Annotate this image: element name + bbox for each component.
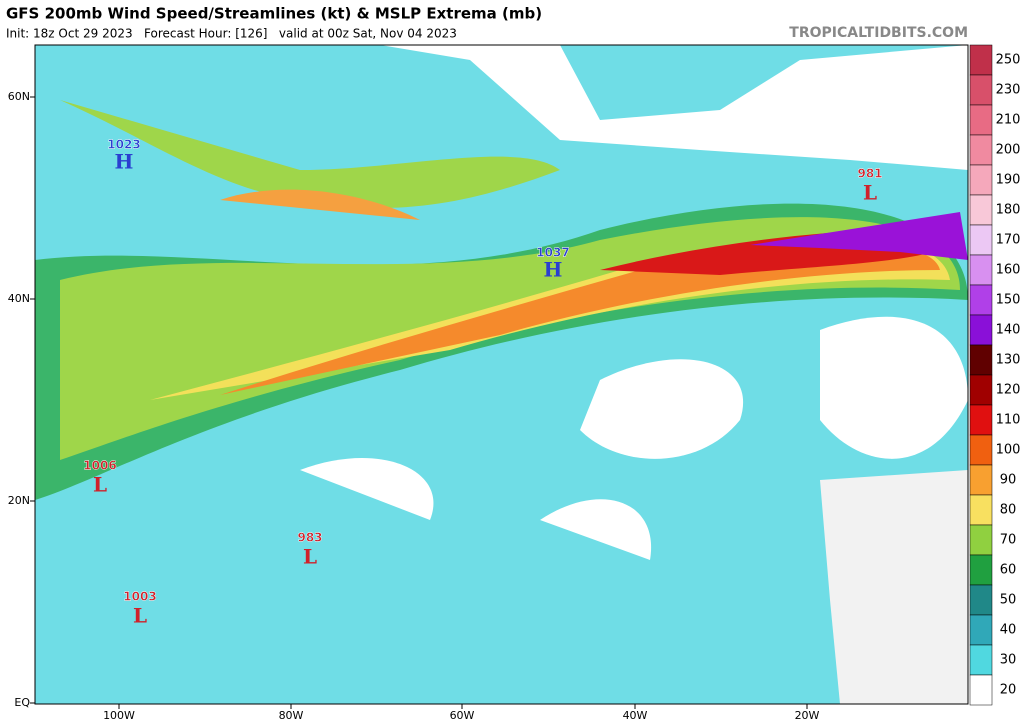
colorbar-cell: [969, 584, 993, 616]
colorbar-cell: [969, 644, 993, 676]
colorbar-label: 120: [996, 383, 1021, 398]
lat-label: 40N: [8, 292, 30, 305]
extremum-letter: L: [133, 604, 147, 628]
lat-label: 20N: [8, 494, 30, 507]
colorbar-label: 250: [996, 53, 1021, 68]
subtitle: Init: 18z Oct 29 2023 Forecast Hour: [12…: [6, 27, 457, 41]
extremum-letter: H: [115, 150, 134, 174]
colorbar-label: 60: [1000, 563, 1017, 578]
colorbar-label: 210: [996, 113, 1021, 128]
colorbar-label: 150: [996, 293, 1021, 308]
extremum-value: 1003: [123, 590, 156, 604]
colorbar-label: 200: [996, 143, 1021, 158]
colorbar-label: 110: [996, 413, 1021, 428]
colorbar-cell: [969, 314, 993, 346]
colorbar-cell: [969, 464, 993, 496]
colorbar-cell: [969, 674, 993, 706]
colorbar-cell: [969, 524, 993, 556]
extremum-value: 983: [297, 531, 322, 545]
colorbar-cell: [969, 374, 993, 406]
lon-label: 80W: [279, 709, 304, 722]
colorbar-label: 130: [996, 353, 1021, 368]
colorbar-cell: [969, 134, 993, 166]
colorbar-cell: [969, 44, 993, 76]
colorbar-label: 100: [996, 443, 1021, 458]
map: [34, 44, 969, 705]
lon-label: 100W: [103, 709, 135, 722]
colorbar-label: 190: [996, 173, 1021, 188]
extremum-value: 1006: [83, 459, 116, 473]
colorbar-label: 70: [1000, 533, 1017, 548]
lon-label: 40W: [623, 709, 648, 722]
credit: TROPICALTIDBITS.COM: [789, 25, 968, 41]
colorbar-cell: [969, 554, 993, 586]
colorbar-cell: [969, 194, 993, 226]
lon-label: 20W: [795, 709, 820, 722]
extremum-value: 1023: [107, 138, 140, 152]
colorbar-label: 20: [1000, 683, 1017, 698]
colorbar-cell: [969, 164, 993, 196]
colorbar-cell: [969, 344, 993, 376]
colorbar-label: 180: [996, 203, 1021, 218]
colorbar-label: 160: [996, 263, 1021, 278]
colorbar-label: 90: [1000, 473, 1017, 488]
colorbar-cell: [969, 74, 993, 106]
colorbar-cell: [969, 494, 993, 526]
colorbar-label: 230: [996, 83, 1021, 98]
colorbar-cell: [969, 434, 993, 466]
extremum-value: 1037: [536, 246, 569, 260]
title: GFS 200mb Wind Speed/Streamlines (kt) & …: [6, 5, 542, 23]
lat-label: EQ: [14, 696, 30, 709]
lat-label: 60N: [8, 90, 30, 103]
extremum-letter: L: [863, 181, 877, 205]
colorbar-cell: [969, 404, 993, 436]
colorbar-cell: [969, 104, 993, 136]
colorbar-cell: [969, 224, 993, 256]
extremum-value: 981: [857, 167, 882, 181]
colorbar-cell: [969, 254, 993, 286]
colorbar-cell: [969, 284, 993, 316]
lon-label: 60W: [450, 709, 475, 722]
extremum-letter: L: [93, 473, 107, 497]
colorbar-label: 40: [1000, 623, 1017, 638]
colorbar-label: 50: [1000, 593, 1017, 608]
colorbar-cell: [969, 614, 993, 646]
colorbar-label: 80: [1000, 503, 1017, 518]
extremum-letter: L: [303, 545, 317, 569]
colorbar-label: 140: [996, 323, 1021, 338]
colorbar-label: 170: [996, 233, 1021, 248]
colorbar-label: 30: [1000, 653, 1017, 668]
extremum-letter: H: [544, 258, 563, 282]
